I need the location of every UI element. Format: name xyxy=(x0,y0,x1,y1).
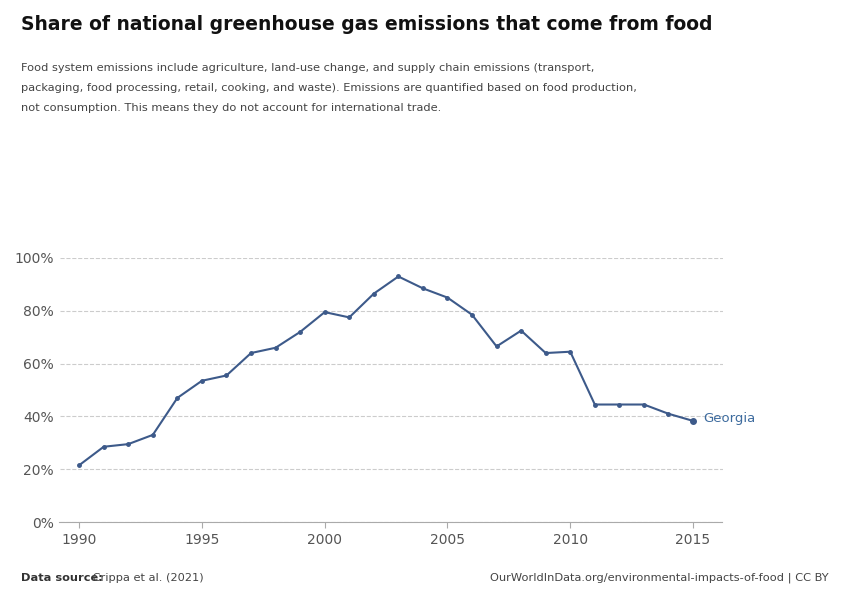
Text: in Data: in Data xyxy=(728,42,777,55)
Text: packaging, food processing, retail, cooking, and waste). Emissions are quantifie: packaging, food processing, retail, cook… xyxy=(21,83,638,93)
Text: Food system emissions include agriculture, land-use change, and supply chain emi: Food system emissions include agricultur… xyxy=(21,63,595,73)
Text: Crippa et al. (2021): Crippa et al. (2021) xyxy=(89,573,204,583)
Text: Data source:: Data source: xyxy=(21,573,103,583)
Text: OurWorldInData.org/environmental-impacts-of-food | CC BY: OurWorldInData.org/environmental-impacts… xyxy=(490,572,829,583)
Text: not consumption. This means they do not account for international trade.: not consumption. This means they do not … xyxy=(21,103,441,113)
Text: Georgia: Georgia xyxy=(703,412,755,425)
Text: Our World: Our World xyxy=(719,23,786,35)
Text: Share of national greenhouse gas emissions that come from food: Share of national greenhouse gas emissio… xyxy=(21,15,713,34)
